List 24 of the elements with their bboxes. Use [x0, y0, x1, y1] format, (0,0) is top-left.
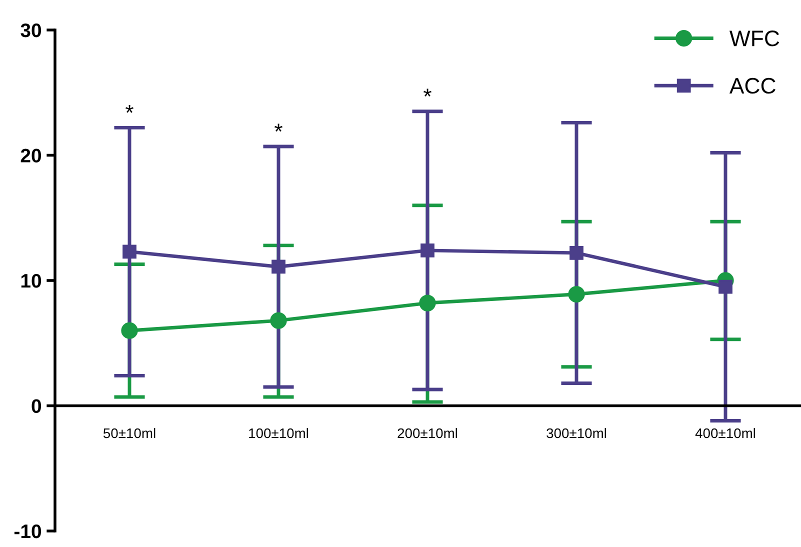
x-tick-label: 200±10ml	[398, 428, 458, 438]
x-tick-label: 50±10ml	[103, 428, 156, 438]
annotation: *	[126, 105, 134, 113]
y-tick-label: 0	[32, 399, 42, 413]
point	[420, 243, 434, 258]
annotation: *	[274, 124, 282, 132]
point	[419, 294, 436, 312]
point	[121, 322, 138, 339]
y-tick-label: 20	[20, 148, 42, 162]
y-tick-label: 30	[20, 23, 42, 38]
x-tick-label: 400±10ml	[695, 428, 756, 438]
point	[568, 286, 585, 303]
x-tick-label: 300±10ml	[546, 428, 606, 438]
point	[272, 260, 286, 274]
y-tick-label: 10	[21, 274, 42, 288]
annotation: *	[424, 88, 432, 97]
legend-label: WFC	[730, 30, 780, 46]
legend-label: ACC	[729, 78, 776, 94]
point	[122, 244, 136, 259]
y-tick-label: -10	[14, 524, 42, 538]
point	[270, 312, 287, 329]
x-tick-label: 100±10ml	[249, 428, 308, 438]
point	[570, 246, 584, 260]
point	[718, 280, 732, 294]
